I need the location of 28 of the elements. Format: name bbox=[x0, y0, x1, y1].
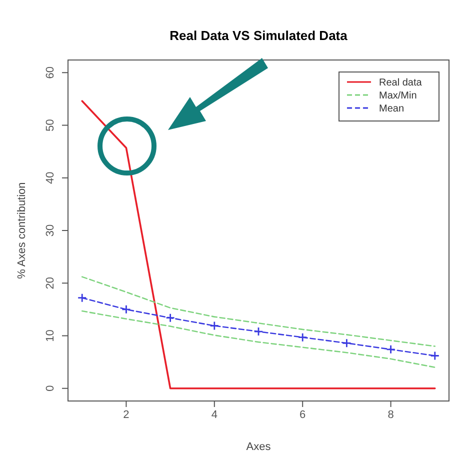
y-tick-label: 30 bbox=[44, 224, 57, 237]
point bbox=[166, 313, 176, 323]
y-tick-label: 0 bbox=[44, 385, 57, 392]
point bbox=[430, 351, 440, 360]
chart-title: Real Data VS Simulated Data bbox=[170, 28, 348, 43]
x-tick-label: 8 bbox=[388, 408, 394, 421]
y-tick-label: 20 bbox=[44, 277, 57, 290]
point bbox=[77, 293, 87, 303]
legend-label: Mean bbox=[379, 104, 404, 114]
y-tick-label: 60 bbox=[44, 66, 57, 79]
y-tick-label: 40 bbox=[44, 172, 57, 184]
point bbox=[122, 304, 131, 314]
x-tick-label: 6 bbox=[300, 408, 306, 421]
point bbox=[254, 326, 264, 336]
x-tick-label: 2 bbox=[123, 408, 130, 421]
point bbox=[386, 344, 396, 354]
point bbox=[298, 332, 308, 342]
legend-label: Max/Min bbox=[379, 90, 417, 102]
x-axis-title: Axes bbox=[246, 441, 272, 453]
line-series bbox=[81, 276, 436, 347]
y-tick-label: 50 bbox=[44, 119, 57, 132]
y-axis-title: % Axes contribution bbox=[16, 182, 28, 279]
legend-label: Real data bbox=[379, 78, 422, 88]
point bbox=[342, 338, 352, 348]
point bbox=[210, 321, 220, 330]
x-tick-label: 4 bbox=[211, 408, 218, 421]
line-series bbox=[81, 310, 436, 368]
y-tick-label: 10 bbox=[44, 330, 57, 342]
